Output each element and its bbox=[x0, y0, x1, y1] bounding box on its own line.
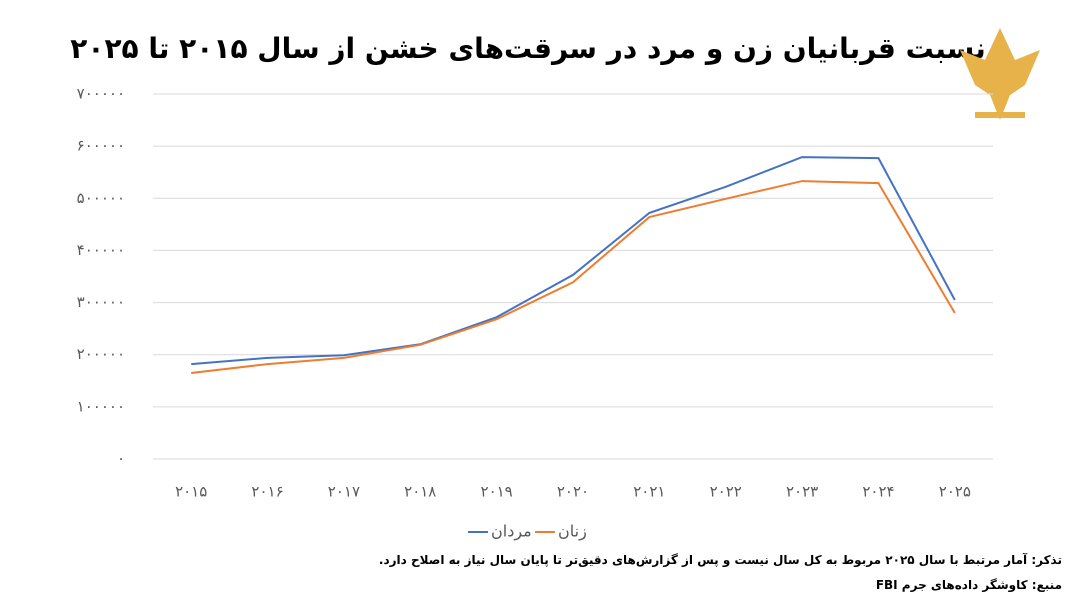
y-tick-label: ۴۰۰۰۰۰ bbox=[77, 241, 125, 259]
logo bbox=[960, 28, 1040, 120]
y-tick-label: ۲۰۰۰۰۰ bbox=[77, 345, 125, 363]
x-tick-label: ۲۰۲۳ bbox=[786, 483, 818, 501]
x-tick-label: ۲۰۲۱ bbox=[633, 483, 665, 501]
x-tick-label: ۲۰۲۴ bbox=[862, 483, 894, 501]
y-tick-label: ۵۰۰۰۰۰ bbox=[77, 189, 125, 207]
x-tick-label: ۲۰۱۸ bbox=[404, 483, 436, 501]
y-tick-label: ۱۰۰۰۰۰ bbox=[77, 397, 125, 415]
y-tick-label: ۳۰۰۰۰۰ bbox=[77, 293, 125, 311]
series-line bbox=[191, 180, 956, 374]
note: تذکر: آمار مرتبط با سال ۲۰۲۵ مربوط به کل… bbox=[378, 553, 1062, 567]
x-tick-label: ۲۰۱۹ bbox=[481, 483, 513, 501]
x-tick-label: ۲۰۱۵ bbox=[175, 483, 207, 501]
y-tick-label: ۷۰۰۰۰۰ bbox=[77, 85, 125, 103]
x-tick-label: ۲۰۱۶ bbox=[251, 483, 283, 501]
legend-label: زنان bbox=[558, 522, 587, 542]
legend-label: مردان bbox=[491, 522, 532, 542]
x-tick-label: ۲۰۱۷ bbox=[328, 483, 360, 501]
x-tick-label: ۲۰۲۲ bbox=[710, 483, 742, 501]
x-tick-label: ۲۰۲۵ bbox=[939, 483, 971, 501]
chart-title: نسبت قربانیان زن و مرد در سرقت‌های خشن ا… bbox=[70, 32, 985, 65]
x-tick-label: ۲۰۲۰ bbox=[557, 483, 589, 501]
source: منبع: کاوشگر داده‌های جرم FBI bbox=[875, 578, 1062, 592]
y-tick-label: ۰ bbox=[117, 450, 125, 468]
y-tick-label: ۶۰۰۰۰۰ bbox=[77, 137, 125, 155]
series-line bbox=[191, 156, 956, 366]
